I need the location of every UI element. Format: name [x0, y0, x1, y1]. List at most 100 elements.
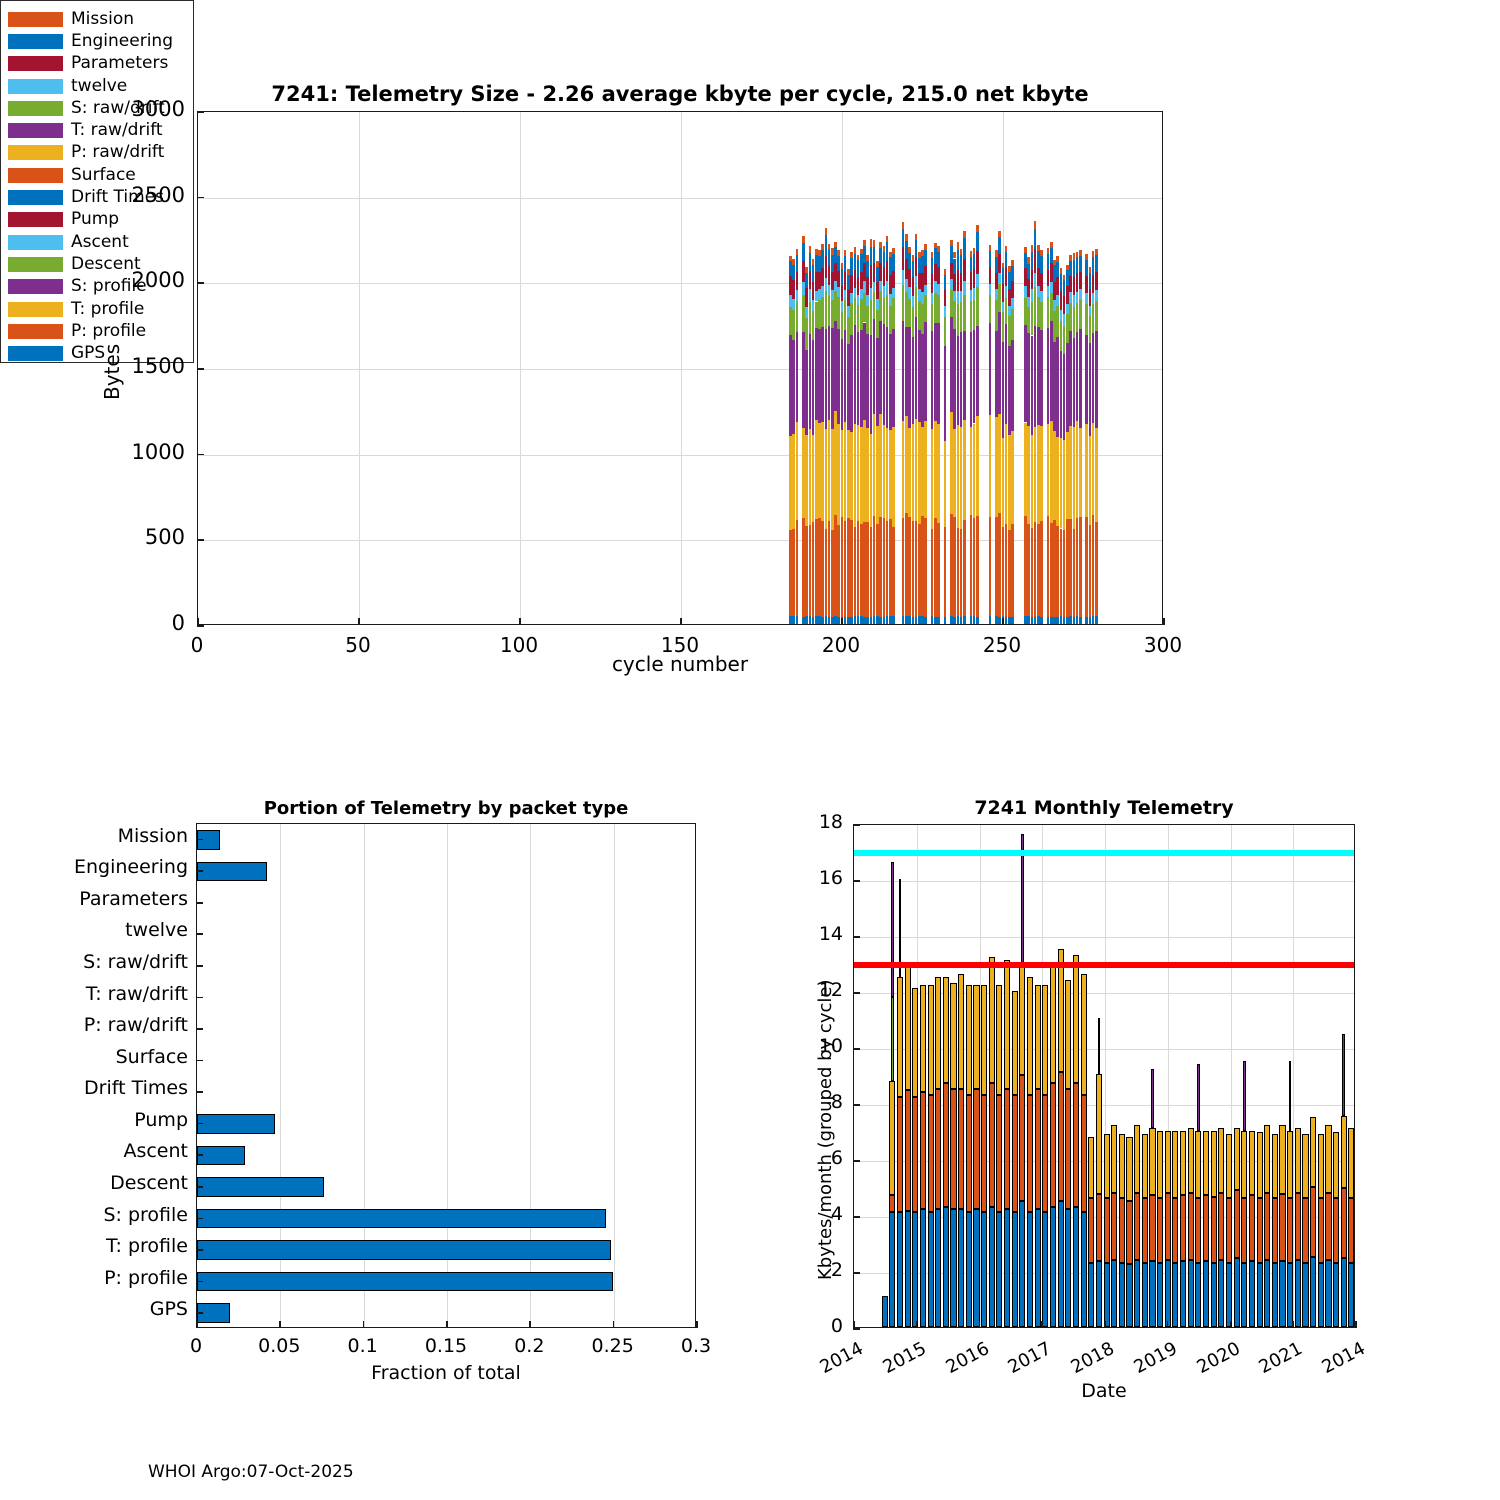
bar-segment	[1001, 342, 1005, 438]
legend-item[interactable]: Parameters	[8, 53, 193, 75]
bar-segment	[818, 517, 821, 616]
x-tick-mark	[446, 1321, 448, 1328]
legend-item[interactable]: Pump	[8, 209, 193, 231]
monthly-bar-segment	[1080, 1094, 1087, 1213]
legend-item[interactable]: Surface	[8, 164, 193, 186]
portion-x-axis-label: Fraction of total	[371, 1362, 521, 1384]
stacked-bar	[914, 112, 918, 624]
bar-segment	[995, 299, 998, 332]
monthly-stacked-bar	[942, 825, 949, 1327]
bar-segment	[802, 236, 805, 244]
bar-segment	[821, 422, 824, 522]
bar-segment	[988, 615, 992, 624]
legend-item[interactable]: P: profile	[8, 320, 193, 342]
bar-segment	[959, 331, 963, 427]
legend-item[interactable]: T: profile	[8, 298, 193, 320]
bar-segment	[814, 301, 818, 329]
monthly-bar-segment	[1195, 1262, 1202, 1327]
bar-segment	[863, 322, 866, 420]
bar-segment	[831, 328, 834, 429]
bar-segment	[811, 281, 815, 300]
bar-segment	[1040, 301, 1043, 330]
stacked-bar	[995, 112, 998, 624]
legend-item[interactable]: Descent	[8, 253, 193, 275]
bar-segment	[1011, 431, 1014, 525]
monthly-stacked-bar	[889, 825, 896, 1327]
monthly-bar-segment	[896, 1212, 904, 1327]
bar-segment	[853, 424, 857, 527]
bar-segment	[930, 529, 934, 617]
legend-item[interactable]: S: profile	[8, 276, 193, 298]
bar-segment	[1053, 281, 1056, 300]
bar-segment	[911, 254, 915, 262]
bar-segment	[908, 517, 911, 616]
legend-item[interactable]: twelve	[8, 75, 193, 97]
bar-segment	[911, 616, 915, 624]
bar-segment	[827, 244, 831, 251]
y-tick-mark	[853, 992, 860, 994]
legend-item[interactable]: T: raw/drift	[8, 119, 193, 141]
bar-segment	[889, 518, 892, 616]
legend-item[interactable]: Drift Times	[8, 186, 193, 208]
bar-segment	[811, 264, 815, 282]
bar-segment	[914, 239, 918, 258]
bar-segment	[1095, 331, 1098, 428]
bar-segment	[969, 426, 973, 515]
bar-segment	[1024, 285, 1027, 298]
bar-segment	[795, 300, 799, 332]
monthly-bar-segment	[1317, 1262, 1324, 1327]
bar-segment	[1091, 333, 1095, 424]
bar-segment	[1085, 259, 1088, 277]
bar-segment	[876, 310, 879, 338]
gridline	[979, 825, 981, 1327]
bar-segment	[1069, 261, 1072, 276]
legend-item[interactable]: Mission	[8, 8, 193, 30]
monthly-bar-segment	[1225, 1133, 1233, 1199]
stacked-bar	[963, 112, 966, 624]
bar-segment	[1059, 528, 1063, 617]
monthly-bar-segment	[1151, 1069, 1154, 1129]
bar-segment	[863, 262, 866, 281]
bar-segment	[879, 247, 882, 264]
bar-segment	[792, 298, 795, 311]
legend-item[interactable]: Ascent	[8, 231, 193, 253]
bar-segment	[1008, 272, 1011, 289]
bar-segment	[911, 521, 915, 617]
bar-segment	[956, 290, 960, 304]
bar-segment	[792, 258, 795, 265]
bar-segment	[1095, 300, 1098, 332]
bar-segment	[1072, 295, 1076, 308]
bar-segment	[853, 247, 857, 254]
bar-segment	[988, 245, 992, 251]
monthly-bar-segment	[904, 961, 911, 1091]
bar-segment	[1085, 334, 1088, 424]
bar-segment	[995, 250, 998, 257]
monthly-bar-segment	[1317, 1198, 1324, 1263]
legend-item[interactable]: Engineering	[8, 30, 193, 52]
stacked-bar	[1088, 112, 1092, 624]
bar-segment	[824, 277, 828, 292]
bar-segment	[1024, 516, 1027, 617]
bar-segment	[1004, 423, 1008, 525]
bar-segment	[905, 233, 908, 242]
legend-swatch-icon	[8, 256, 63, 272]
bar-segment	[872, 515, 876, 617]
x-tick-mark	[279, 1321, 281, 1328]
bar-segment	[914, 276, 918, 287]
legend-item[interactable]: P: raw/drift	[8, 142, 193, 164]
bar-segment	[1072, 528, 1076, 617]
legend-item[interactable]: S: raw/drift	[8, 97, 193, 119]
bar-segment	[1040, 272, 1043, 292]
stacked-bar	[892, 112, 895, 624]
bar-segment	[811, 435, 815, 522]
legend-item[interactable]: GPS	[8, 342, 193, 364]
bar-segment	[847, 306, 850, 318]
bar-segment	[1040, 255, 1043, 273]
monthly-bar-segment	[1157, 1262, 1164, 1327]
x-tick-mark	[915, 1321, 918, 1328]
bar-segment	[1062, 313, 1066, 326]
monthly-stacked-bar	[1042, 825, 1049, 1327]
reference-line-budget-line	[854, 962, 1354, 968]
monthly-bar-segment	[996, 985, 1003, 1095]
x-tick-label: 0	[190, 633, 204, 657]
